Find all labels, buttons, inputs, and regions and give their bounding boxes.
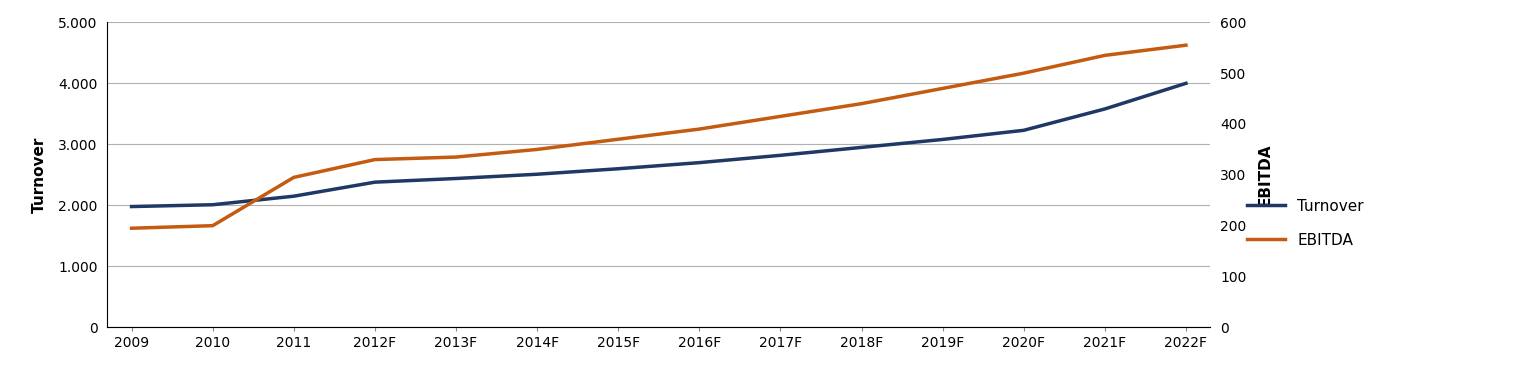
EBITDA [689,127,708,131]
Turnover [852,145,870,150]
Turnover [771,153,789,158]
EBITDA [771,114,789,119]
Line: EBITDA: EBITDA [132,45,1186,228]
EBITDA [285,175,303,180]
EBITDA [1095,53,1114,58]
Turnover [1095,107,1114,111]
Legend: Turnover, EBITDA: Turnover, EBITDA [1241,192,1370,254]
Turnover [610,167,628,171]
EBITDA [529,147,547,152]
Turnover [529,172,547,176]
EBITDA [123,226,141,230]
EBITDA [852,102,870,106]
Y-axis label: Turnover: Turnover [32,137,47,213]
Y-axis label: EBITDA: EBITDA [1258,144,1273,206]
EBITDA [1014,71,1033,76]
Line: Turnover: Turnover [132,83,1186,206]
Turnover [285,194,303,198]
EBITDA [933,86,951,91]
EBITDA [610,137,628,141]
EBITDA [204,224,222,228]
Turnover [1177,81,1195,86]
EBITDA [447,155,466,159]
Turnover [1014,128,1033,132]
Turnover [366,180,385,185]
Turnover [204,202,222,207]
Turnover [123,204,141,209]
EBITDA [1177,43,1195,47]
EBITDA [366,157,385,162]
Turnover [933,137,951,142]
Turnover [689,160,708,165]
Turnover [447,176,466,181]
